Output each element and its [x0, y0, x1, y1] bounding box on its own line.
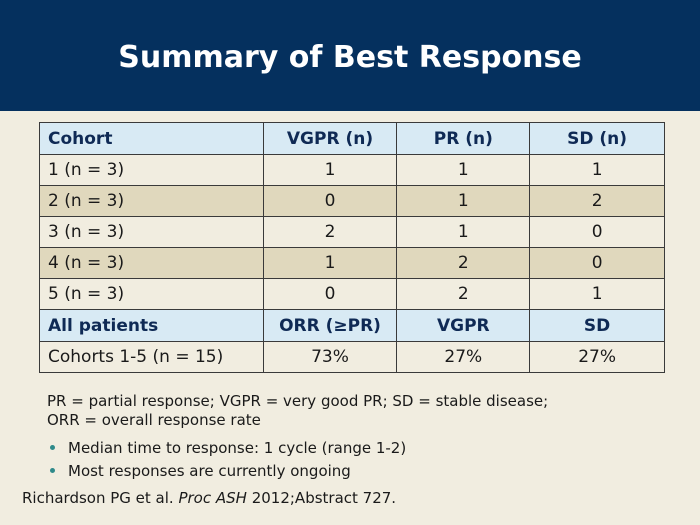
header-sd: SD (n) [529, 122, 665, 155]
header-cohort: Cohort [39, 122, 264, 155]
sd-cell: 1 [529, 154, 665, 186]
citation-details: 2012;Abstract 727. [251, 489, 397, 507]
cohort-cell: 1 (n = 3) [39, 154, 264, 186]
header-vgpr: VGPR (n) [262, 122, 398, 155]
bullet-dot-icon [50, 468, 55, 473]
vgpr-cell: 0 [262, 185, 398, 217]
subheader-vgpr: VGPR [396, 309, 531, 342]
table-row: 2 (n = 3) 0 1 2 [39, 185, 665, 217]
table-row: 3 (n = 3) 2 1 0 [39, 216, 665, 248]
table-subheader-row: All patients ORR (≥PR) VGPR SD [39, 309, 665, 342]
citation: Richardson PG et al. Proc ASH 2012;Abstr… [22, 489, 396, 507]
vgpr-cell: 2 [262, 216, 398, 248]
bullet-dot-icon [50, 445, 55, 450]
bullet-text: Most responses are currently ongoing [68, 461, 351, 480]
pr-cell: 2 [396, 278, 531, 310]
bullet-text: Median time to response: 1 cycle (range … [68, 438, 407, 457]
bullet-list: Median time to response: 1 cycle (range … [47, 436, 406, 482]
sd-cell: 2 [529, 185, 665, 217]
sd-cell: 1 [529, 278, 665, 310]
list-item: Median time to response: 1 cycle (range … [47, 436, 406, 459]
pr-cell: 1 [396, 216, 531, 248]
response-table: Cohort VGPR (n) PR (n) SD (n) 1 (n = 3) … [39, 122, 665, 373]
vgpr-cell: 0 [262, 278, 398, 310]
table-header-row: Cohort VGPR (n) PR (n) SD (n) [39, 122, 665, 155]
footnote-line: ORR = overall response rate [47, 411, 261, 429]
table-row: 5 (n = 3) 0 2 1 [39, 278, 665, 310]
abbreviations-footnote: PR = partial response; VGPR = very good … [47, 392, 647, 430]
list-item: Most responses are currently ongoing [47, 459, 406, 482]
footnote-line: PR = partial response; VGPR = very good … [47, 392, 549, 410]
sd-cell: 0 [529, 247, 665, 279]
summary-sd-cell: 27% [529, 341, 665, 373]
pr-cell: 1 [396, 154, 531, 186]
table-row: 1 (n = 3) 1 1 1 [39, 154, 665, 186]
citation-journal: Proc ASH [178, 489, 247, 507]
subheader-sd: SD [529, 309, 665, 342]
vgpr-cell: 1 [262, 154, 398, 186]
summary-vgpr-cell: 27% [396, 341, 531, 373]
table-row: 4 (n = 3) 1 2 0 [39, 247, 665, 279]
sd-cell: 0 [529, 216, 665, 248]
summary-cohorts-cell: Cohorts 1-5 (n = 15) [39, 341, 264, 373]
cohort-cell: 5 (n = 3) [39, 278, 264, 310]
cohort-cell: 3 (n = 3) [39, 216, 264, 248]
header-pr: PR (n) [396, 122, 531, 155]
subheader-all-patients: All patients [39, 309, 264, 342]
slide-title: Summary of Best Response [118, 40, 582, 75]
vgpr-cell: 1 [262, 247, 398, 279]
pr-cell: 1 [396, 185, 531, 217]
summary-orr-cell: 73% [262, 341, 398, 373]
table-summary-row: Cohorts 1-5 (n = 15) 73% 27% 27% [39, 341, 665, 373]
cohort-cell: 2 (n = 3) [39, 185, 264, 217]
citation-authors: Richardson PG et al. [22, 489, 174, 507]
title-bar: Summary of Best Response [0, 0, 700, 111]
cohort-cell: 4 (n = 3) [39, 247, 264, 279]
subheader-orr: ORR (≥PR) [262, 309, 398, 342]
pr-cell: 2 [396, 247, 531, 279]
